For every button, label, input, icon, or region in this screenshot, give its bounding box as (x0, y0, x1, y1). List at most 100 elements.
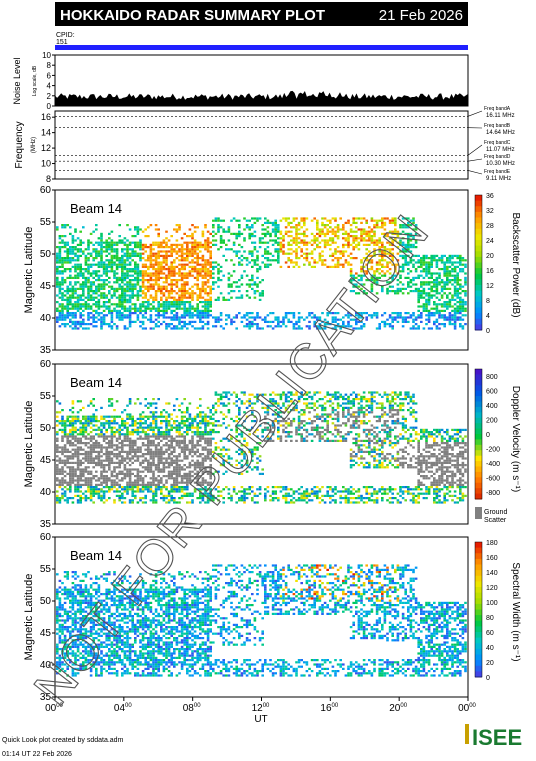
echo-cell (178, 224, 181, 227)
echo-cell (370, 259, 374, 262)
echo-cell (378, 254, 381, 257)
echo-cell (92, 309, 95, 312)
echo-cell (121, 450, 124, 453)
echo-cell (134, 453, 137, 456)
echo-cell (391, 276, 394, 279)
echo-cell (105, 450, 108, 453)
echo-cell (258, 237, 262, 240)
echo-cell (414, 254, 418, 257)
echo-cell (100, 323, 103, 326)
echo-cell (222, 228, 225, 231)
echo-cell (451, 318, 454, 321)
echo-cell (167, 455, 171, 458)
echo-cell (183, 453, 186, 456)
echo-cell (89, 497, 93, 500)
echo-cell (381, 285, 384, 288)
echo-cell (162, 307, 166, 310)
echo-cell (414, 283, 418, 286)
echo-cell (193, 468, 197, 471)
echo-cell (251, 320, 254, 323)
echo-cell (108, 325, 111, 328)
echo-cell (141, 490, 145, 493)
echo-cell (178, 243, 181, 246)
echo-cell (342, 263, 345, 266)
echo-cell (74, 254, 77, 257)
echo-cell (383, 265, 387, 268)
echo-cell (139, 248, 142, 251)
echo-cell (383, 232, 387, 235)
echo-cell (173, 481, 176, 484)
echo-cell (399, 314, 402, 317)
echo-cell (79, 422, 82, 425)
echo-cell (206, 481, 210, 484)
echo-cell (186, 428, 189, 431)
echo-cell (261, 279, 264, 282)
echo-cell (186, 492, 189, 495)
echo-cell (162, 265, 166, 268)
echo-cell (394, 274, 397, 277)
echo-cell (401, 320, 405, 323)
echo-cell (186, 241, 189, 244)
echo-cell (100, 296, 103, 299)
echo-cell (79, 283, 82, 286)
echo-cell (212, 226, 215, 229)
echo-cell (427, 309, 431, 312)
echo-cell (394, 217, 397, 220)
echo-cell (162, 435, 166, 438)
colorbar-segment (475, 217, 482, 224)
echo-cell (126, 450, 129, 453)
echo-cell (318, 254, 322, 257)
echo-cell (464, 283, 467, 286)
echo-cell (409, 219, 413, 222)
echo-cell (95, 305, 98, 308)
echo-cell (157, 479, 160, 482)
echo-cell (183, 287, 186, 290)
echo-cell (110, 316, 114, 319)
colorbar-segment (475, 234, 482, 241)
echo-cell (95, 250, 98, 253)
echo-cell (191, 450, 194, 453)
echo-cell (131, 431, 134, 434)
echo-cell (152, 428, 155, 431)
echo-cell (69, 320, 72, 323)
echo-cell (123, 439, 127, 442)
echo-cell (284, 312, 288, 315)
echo-cell (82, 497, 85, 500)
echo-cell (110, 318, 114, 321)
echo-cell (414, 270, 418, 273)
echo-cell (136, 270, 140, 273)
echo-cell (139, 239, 142, 242)
echo-cell (290, 243, 293, 246)
echo-cell (56, 439, 59, 442)
echo-cell (178, 459, 181, 462)
echo-cell (347, 246, 350, 249)
echo-cell (459, 307, 462, 310)
echo-cell (152, 243, 155, 246)
echo-cell (412, 254, 415, 257)
echo-cell (160, 413, 163, 416)
echo-cell (69, 281, 72, 284)
echo-cell (157, 287, 160, 290)
echo-cell (175, 246, 179, 249)
echo-cell (102, 466, 106, 469)
echo-cell (191, 442, 194, 445)
echo-cell (71, 444, 75, 447)
echo-cell (204, 442, 207, 445)
echo-cell (71, 433, 75, 436)
echo-cell (131, 428, 134, 431)
echo-cell (204, 490, 207, 493)
echo-cell (82, 468, 85, 471)
echo-cell (266, 263, 270, 266)
echo-cell (154, 314, 158, 317)
echo-cell (113, 433, 116, 436)
echo-cell (74, 428, 77, 431)
echo-cell (217, 318, 220, 321)
echo-cell (199, 435, 202, 438)
echo-cell (157, 250, 160, 253)
echo-cell (165, 497, 168, 500)
echo-cell (126, 246, 129, 249)
echo-cell (139, 294, 142, 297)
echo-cell (191, 285, 194, 288)
echo-cell (126, 281, 129, 284)
echo-cell (396, 287, 400, 290)
